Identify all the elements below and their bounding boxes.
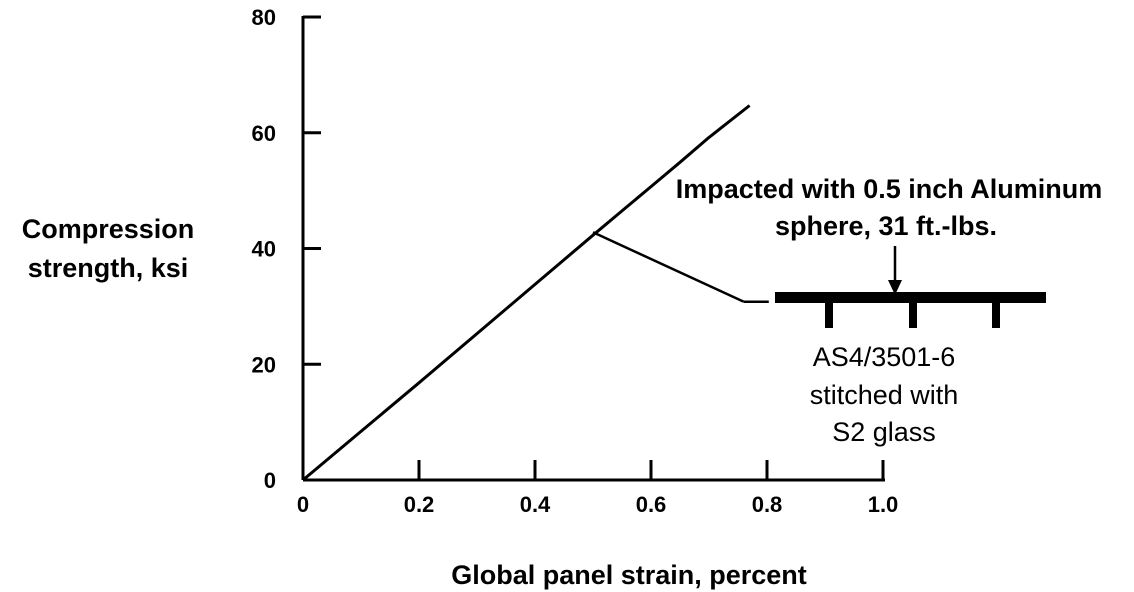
material-label-line-2: stitched with bbox=[810, 380, 959, 410]
x-tick-label: 0.2 bbox=[404, 492, 435, 517]
y-tick-label: 60 bbox=[252, 121, 276, 146]
panel-stiffener-3 bbox=[992, 303, 1000, 328]
y-axis-title-line-2: strength, ksi bbox=[28, 253, 189, 283]
y-tick-label: 0 bbox=[264, 468, 276, 493]
x-axis-title: Global panel strain, percent bbox=[451, 560, 807, 590]
material-label-line-1: AS4/3501-6 bbox=[813, 342, 956, 372]
y-ticks: 0 20 40 60 80 bbox=[252, 5, 321, 493]
material-label-line-3: S2 glass bbox=[832, 417, 936, 447]
x-tick-label: 1.0 bbox=[868, 492, 899, 517]
impact-note-line-2: sphere, 31 ft.-lbs. bbox=[775, 211, 997, 241]
x-tick-label: 0 bbox=[297, 492, 309, 517]
x-ticks: 0 0.2 0.4 0.6 0.8 1.0 bbox=[297, 460, 898, 517]
y-tick-label: 20 bbox=[252, 352, 276, 377]
panel-skin bbox=[775, 292, 1046, 303]
y-axis-title-line-1: Compression bbox=[22, 214, 195, 244]
panel-sketch bbox=[775, 246, 1046, 328]
impact-note-line-1: Impacted with 0.5 inch Aluminum bbox=[676, 174, 1103, 204]
x-tick-label: 0.8 bbox=[752, 492, 783, 517]
panel-stiffener-2 bbox=[909, 303, 917, 328]
impact-arrow-head bbox=[888, 280, 902, 295]
x-tick-label: 0.6 bbox=[636, 492, 667, 517]
series-group bbox=[302, 104, 769, 482]
y-tick-label: 80 bbox=[252, 5, 276, 30]
panel-stiffener-1 bbox=[825, 303, 833, 328]
x-tick-label: 0.4 bbox=[520, 492, 551, 517]
leader-line bbox=[592, 231, 745, 303]
series-line bbox=[302, 104, 751, 482]
y-tick-label: 40 bbox=[252, 237, 276, 262]
